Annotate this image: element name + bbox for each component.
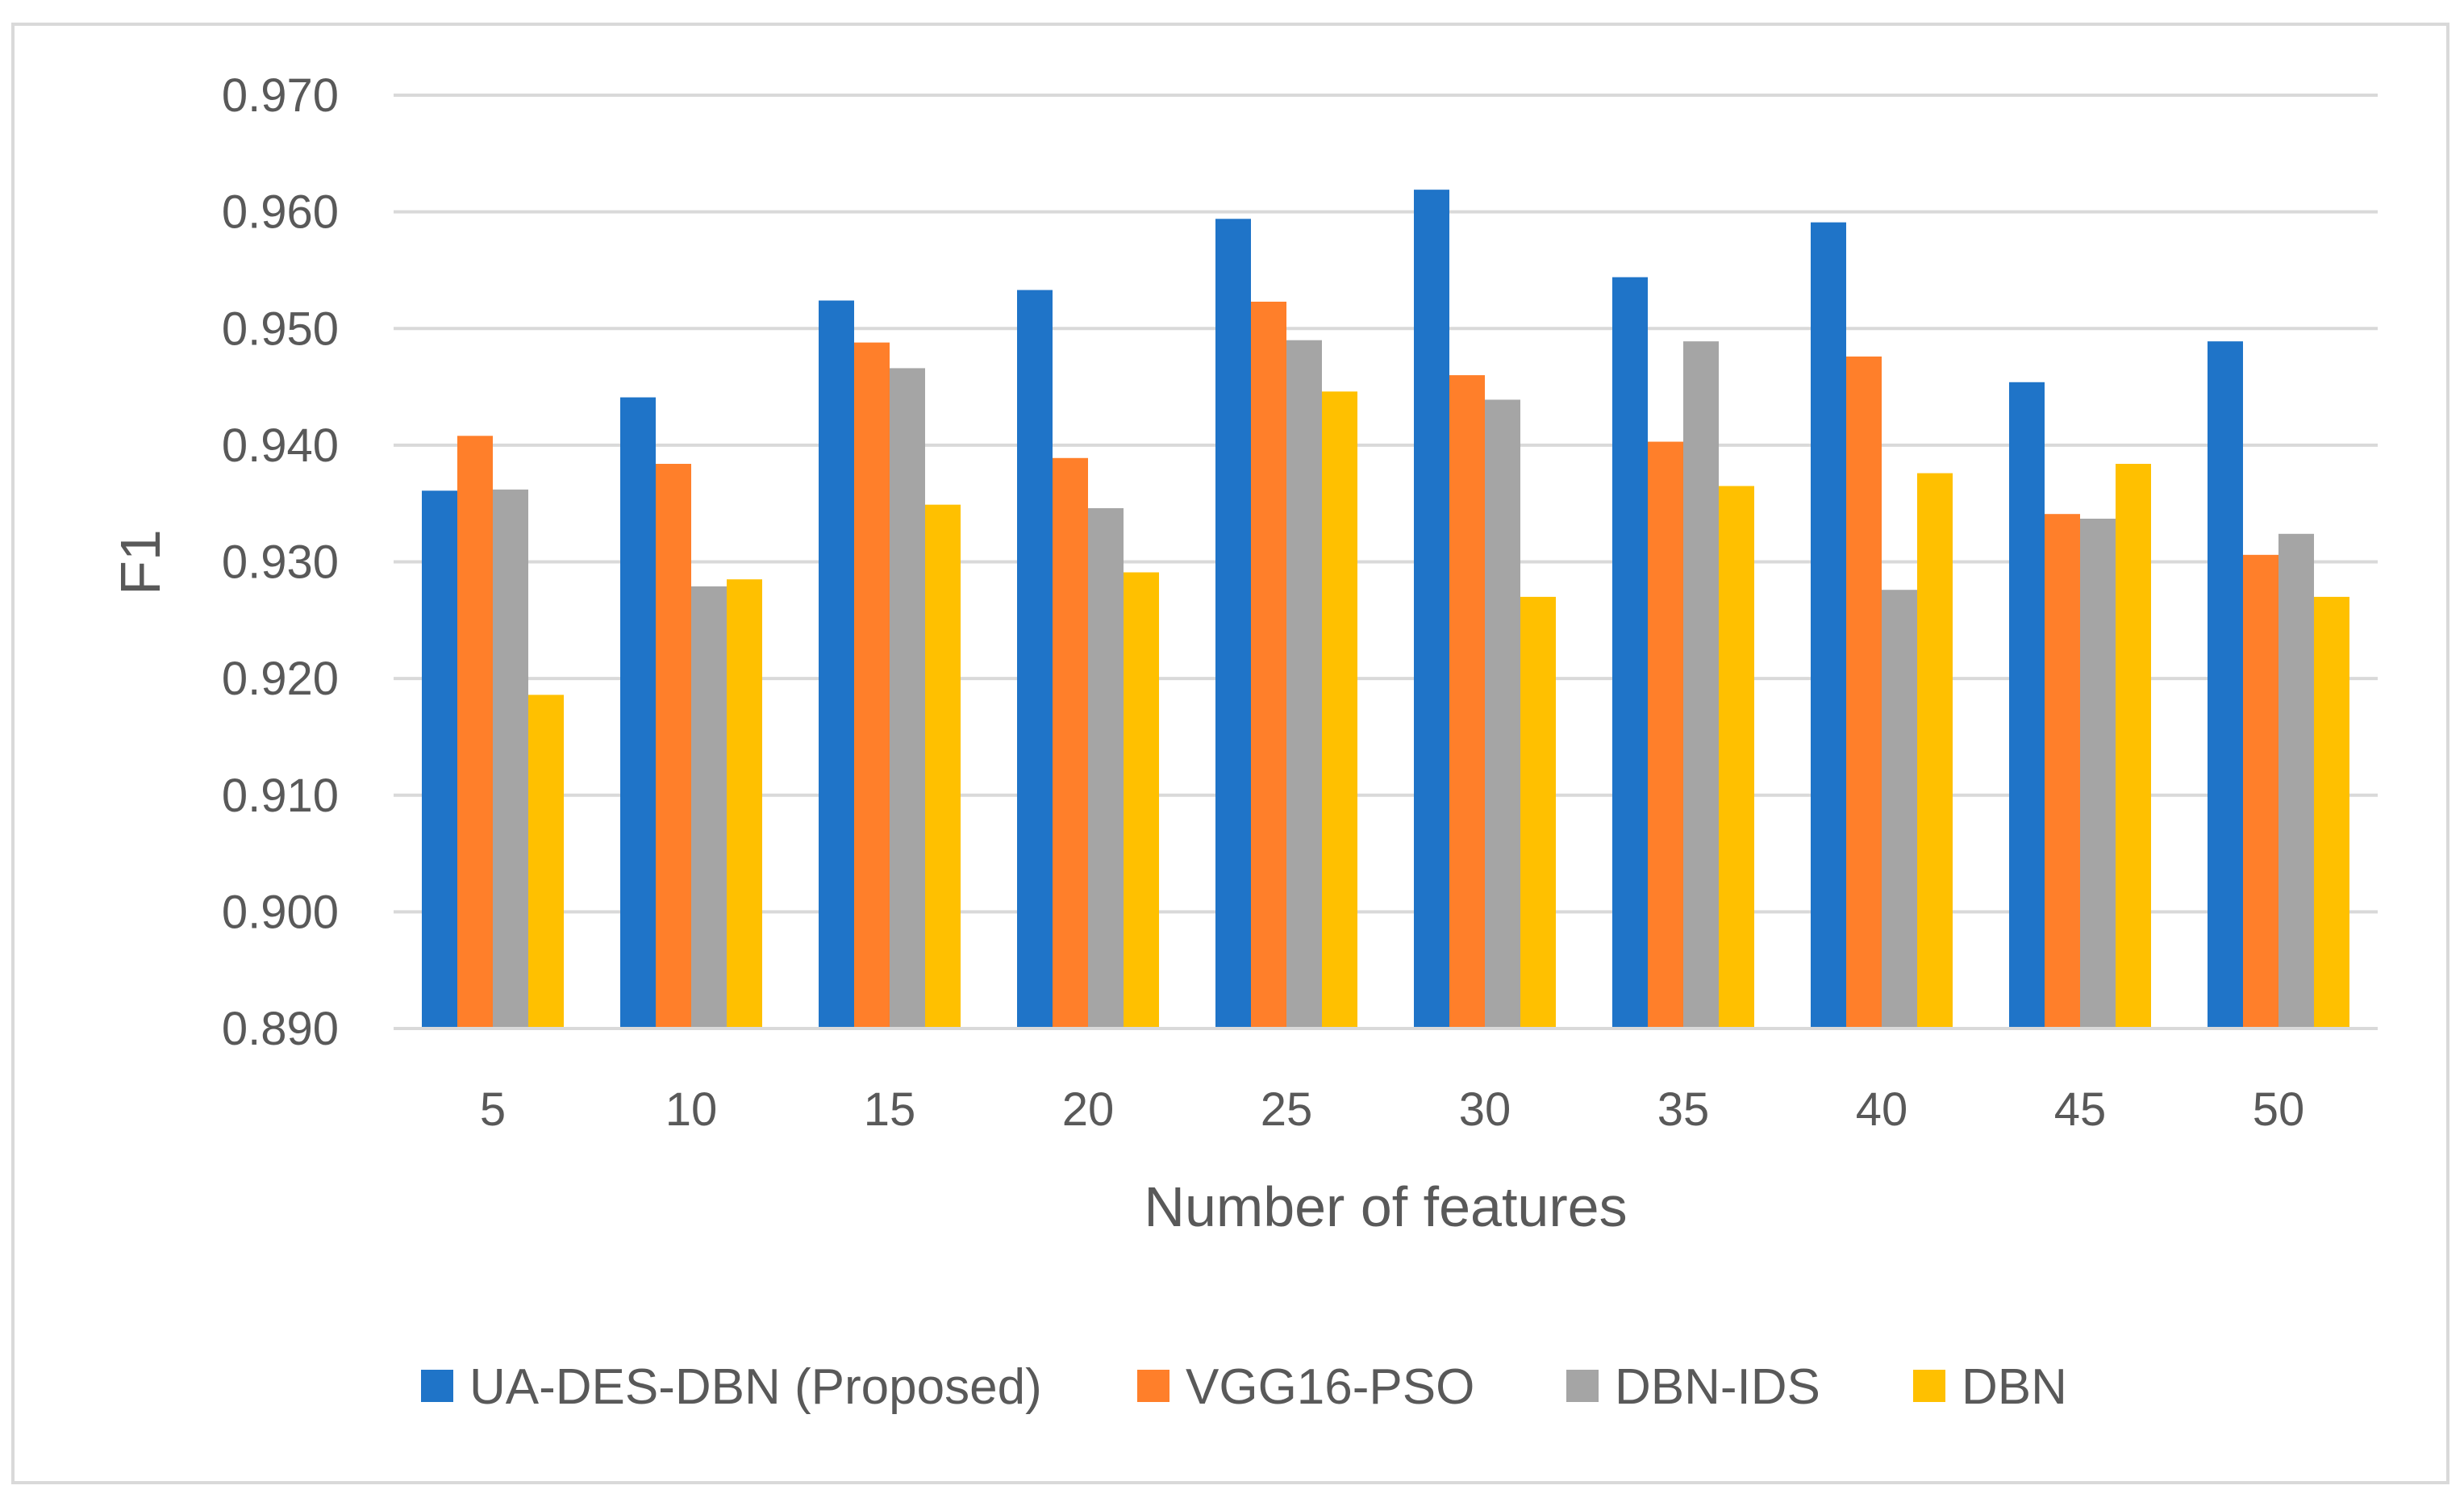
bar-ua-des-dbn-proposed-50: [2208, 341, 2243, 1029]
y-tick-label: 0.900: [222, 886, 339, 938]
y-tick-label: 0.960: [222, 186, 339, 239]
bar-dbn-ids-40: [1882, 590, 1917, 1029]
bar-ua-des-dbn-proposed-30: [1414, 190, 1449, 1029]
bar-ua-des-dbn-proposed-45: [2009, 382, 2045, 1029]
y-tick-label: 0.930: [222, 536, 339, 589]
y-tick-label: 0.910: [222, 770, 339, 822]
x-axis-ticks: 5 10 15 20 25 30 35 40 45 50: [480, 1083, 2304, 1136]
bar-vgg16-pso-40: [1846, 356, 1882, 1029]
chart-frame: [11, 23, 2449, 1484]
bar-vgg16-pso-25: [1251, 301, 1286, 1029]
legend-swatch: [1566, 1370, 1599, 1402]
x-tick-label: 50: [2253, 1083, 2305, 1136]
bar-dbn-20: [1124, 572, 1159, 1029]
bar-ua-des-dbn-proposed-15: [819, 300, 854, 1029]
x-tick-label: 25: [1261, 1083, 1313, 1136]
y-tick-label: 0.940: [222, 419, 339, 472]
y-tick-label: 0.950: [222, 303, 339, 355]
bar-vgg16-pso-30: [1449, 375, 1485, 1029]
bar-dbn-30: [1520, 596, 1556, 1029]
legend-swatch: [1137, 1370, 1169, 1402]
bar-dbn-40: [1917, 473, 1953, 1029]
bar-dbn-5: [528, 695, 564, 1029]
bar-dbn-35: [1719, 486, 1754, 1029]
bar-dbn-10: [727, 579, 762, 1029]
bar-dbn-50: [2314, 596, 2349, 1029]
x-tick-label: 40: [1856, 1083, 1908, 1136]
y-tick-label: 0.890: [222, 1003, 339, 1055]
bar-dbn-ids-50: [2278, 533, 2314, 1029]
legend: UA-DES-DBN (Proposed) VGG16-PSO DBN-IDS DBN: [421, 1359, 2067, 1415]
bar-vgg16-pso-45: [2045, 514, 2080, 1029]
y-tick-label: 0.920: [222, 653, 339, 705]
bar-ua-des-dbn-proposed-20: [1017, 290, 1053, 1029]
bar-dbn-ids-25: [1286, 340, 1322, 1029]
x-tick-label: 10: [665, 1083, 718, 1136]
x-tick-label: 5: [480, 1083, 506, 1136]
legend-swatch: [421, 1370, 453, 1402]
bar-dbn-ids-35: [1683, 341, 1719, 1029]
bar-ua-des-dbn-proposed-5: [422, 490, 457, 1029]
legend-label: DBN: [1962, 1359, 2067, 1415]
bar-dbn-ids-10: [691, 586, 727, 1029]
x-axis-title: Number of features: [1144, 1175, 1627, 1238]
bar-vgg16-pso-35: [1648, 441, 1683, 1029]
bars: [422, 190, 2349, 1029]
bar-dbn-ids-20: [1088, 507, 1124, 1029]
bar-ua-des-dbn-proposed-35: [1612, 277, 1648, 1029]
bar-vgg16-pso-5: [457, 436, 493, 1029]
bar-dbn-15: [925, 504, 961, 1029]
x-tick-label: 20: [1062, 1083, 1115, 1136]
bar-vgg16-pso-50: [2243, 554, 2278, 1029]
bar-dbn-ids-45: [2080, 518, 2116, 1029]
bar-dbn-45: [2116, 464, 2151, 1029]
bar-dbn-ids-15: [890, 368, 925, 1029]
x-tick-label: 30: [1459, 1083, 1511, 1136]
bar-dbn-ids-30: [1485, 399, 1520, 1029]
bar-ua-des-dbn-proposed-25: [1215, 219, 1251, 1029]
bar-ua-des-dbn-proposed-40: [1811, 222, 1846, 1029]
y-tick-label: 0.970: [222, 69, 339, 122]
bar-vgg16-pso-10: [656, 464, 691, 1029]
legend-swatch: [1913, 1370, 1945, 1402]
bar-dbn-25: [1322, 391, 1357, 1029]
bar-dbn-ids-5: [493, 489, 528, 1029]
legend-label: DBN-IDS: [1615, 1359, 1820, 1415]
legend-label: VGG16-PSO: [1186, 1359, 1474, 1415]
legend-label: UA-DES-DBN (Proposed): [469, 1359, 1042, 1415]
y-axis-ticks: 0.890 0.900 0.910 0.920 0.930 0.940 0.950 0.960…: [222, 69, 339, 1055]
bar-ua-des-dbn-proposed-10: [620, 397, 656, 1029]
y-axis-title: F1: [109, 529, 172, 595]
bar-vgg16-pso-15: [854, 342, 890, 1029]
x-tick-label: 45: [2054, 1083, 2107, 1136]
bar-vgg16-pso-20: [1053, 457, 1088, 1029]
x-tick-label: 15: [864, 1083, 916, 1136]
x-tick-label: 35: [1657, 1083, 1710, 1136]
